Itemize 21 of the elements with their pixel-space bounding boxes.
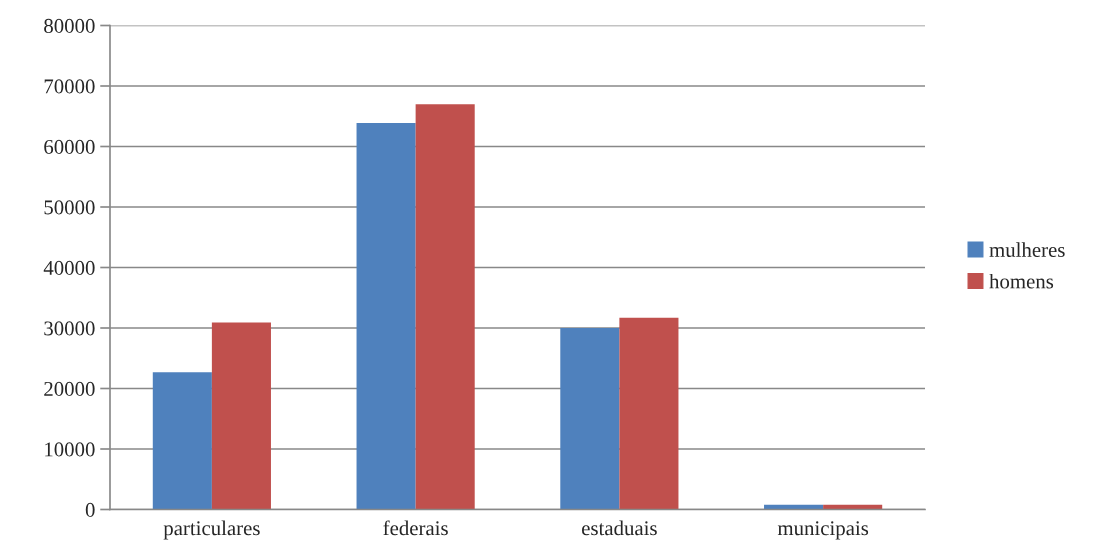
bar (152, 372, 212, 510)
bar (560, 328, 620, 510)
x-tick-label: municipais (777, 521, 869, 540)
y-tick-label: 70000 (44, 79, 95, 94)
x-tick-label: estaduais (582, 520, 657, 536)
bar (415, 104, 475, 510)
y-tick-label: 50000 (44, 200, 95, 215)
legend-label: homens (989, 273, 1054, 289)
bar (356, 122, 416, 510)
legend-label: mulheres (989, 242, 1065, 258)
bar (619, 317, 679, 510)
y-tick-label: 60000 (44, 139, 95, 154)
bar (211, 322, 271, 510)
x-tick-label: particulares (163, 520, 260, 540)
y-tick-label: 40000 (43, 260, 95, 275)
y-tick-label: 20000 (44, 381, 95, 396)
y-tick-label: 10000 (45, 442, 95, 457)
y-tick-label: 30000 (44, 321, 95, 336)
x-tick-label: federais (383, 520, 448, 536)
y-tick-label: 80000 (44, 18, 95, 33)
y-tick-label: 0 (85, 502, 95, 517)
